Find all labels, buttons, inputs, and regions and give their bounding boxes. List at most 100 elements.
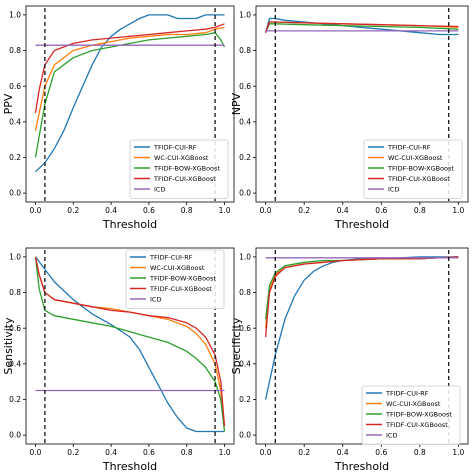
npv-y-tick-label: 1.0 <box>239 11 251 20</box>
ppv-x-tick-label: 1.0 <box>219 206 231 215</box>
ppv-y-tick-label: 0.6 <box>9 82 21 91</box>
sensitivity-y-tick-label: 0.4 <box>9 359 21 368</box>
sensitivity-axes-frame <box>25 247 235 445</box>
sensitivity-legend-label: ICD <box>150 295 161 303</box>
sensitivity-x-tick-label: 0.4 <box>105 448 117 457</box>
specificity-legend-box <box>361 385 461 445</box>
ppv-series-line-tfidf-cui-rf <box>35 14 225 173</box>
ppv-y-axis-title: PPV <box>2 93 15 114</box>
specificity-y-axis-title: Specificity <box>230 317 243 374</box>
specificity-x-tick-label: 0.2 <box>298 448 310 457</box>
ppv-y-tick-label: 1.0 <box>9 11 21 20</box>
npv-legend-label: TFIDF-CUI-XGBoost <box>387 175 450 183</box>
npv-axes-frame <box>255 5 469 203</box>
ppv-y-tick-label: 0.8 <box>9 46 21 55</box>
specificity-y-tick-label: 1.0 <box>239 253 251 262</box>
specificity-x-tick-label: 0.0 <box>260 448 272 457</box>
sensitivity-series-line-tfidf-cui-xgboost <box>34 256 226 427</box>
sensitivity-series-line-tfidf-bow-xgboost <box>34 256 226 432</box>
specificity-legend-label: ICD <box>386 431 397 439</box>
npv-panel: 0.0 0.2 0.4 0.6 0.8 1.0 0.0 0.2 0.4 0.6 0.8 1.0 Thre… <box>230 5 469 231</box>
sensitivity-series-line-tfidf-cui-rf <box>34 256 225 433</box>
ppv-y-tick-label: 0.4 <box>9 117 21 126</box>
sensitivity-legend-box <box>125 249 225 309</box>
specificity-legend-label: WC-CUI-XGBoost <box>386 400 441 408</box>
sensitivity-x-tick-label: 0.2 <box>67 448 79 457</box>
ppv-series-line-tfidf-cui-xgboost <box>34 23 225 114</box>
npv-x-tick-label: 0.4 <box>337 206 349 215</box>
npv-legend: TFIDF-CUI-RF WC-CUI-XGBoost TFIDF-BOW-XGBo… <box>363 139 463 199</box>
npv-y-tick-label: 0.4 <box>239 117 251 126</box>
npv-legend-label: TFIDF-CUI-RF <box>387 143 431 151</box>
sensitivity-y-tick-label: 0.2 <box>9 395 21 404</box>
sensitivity-legend-label: WC-CUI-XGBoost <box>150 264 205 272</box>
sensitivity-y-tick-label: 0.0 <box>9 431 21 440</box>
ppv-axes-frame <box>25 5 235 203</box>
npv-series-line-tfidf-cui-xgboost <box>264 21 459 33</box>
specificity-y-tick-label: 0.4 <box>239 359 251 368</box>
ppv-y-tick-label: 0.2 <box>9 153 21 162</box>
ppv-x-tick-label: 0.6 <box>143 206 155 215</box>
npv-legend-label: ICD <box>388 185 399 193</box>
specificity-panel: 0.0 0.2 0.4 0.6 0.8 1.0 0.0 0.2 0.4 0.6 0.8 1.0 Thre… <box>230 247 469 473</box>
ppv-legend-box <box>129 139 229 199</box>
npv-y-tick-label: 0.2 <box>239 153 251 162</box>
sensitivity-legend-label: TFIDF-CUI-RF <box>149 253 193 261</box>
ppv-legend-label: TFIDF-CUI-RF <box>153 143 197 151</box>
specificity-y-tick-label: 0.6 <box>239 324 251 333</box>
specificity-x-tick-label: 0.4 <box>337 448 349 457</box>
specificity-legend-label: TFIDF-CUI-XGBoost <box>385 421 448 429</box>
ppv-series-line-wc-cui-xgboost <box>34 26 225 131</box>
ppv-x-axis-title: Threshold <box>102 218 157 231</box>
ppv-legend-label: TFIDF-CUI-XGBoost <box>153 175 216 183</box>
ppv-x-tick-label: 0.8 <box>181 206 193 215</box>
ppv-panel: 0.0 0.2 0.4 0.6 0.8 1.0 0.0 0.2 0.4 0.6 0.8 1.0 Thre… <box>2 5 235 231</box>
npv-x-tick-label: 0.8 <box>414 206 426 215</box>
ppv-series-line-tfidf-bow-xgboost <box>34 32 226 158</box>
sensitivity-y-tick-label: 0.8 <box>9 288 21 297</box>
specificity-series-line-tfidf-cui-rf <box>264 256 459 400</box>
specificity-x-axis-title: Threshold <box>334 460 389 473</box>
npv-y-tick-label: 0.0 <box>239 189 251 198</box>
sensitivity-legend-label: TFIDF-BOW-XGBoost <box>149 274 216 282</box>
specificity-series-line-tfidf-cui-xgboost <box>264 256 459 338</box>
npv-legend-label: WC-CUI-XGBoost <box>388 154 443 162</box>
sensitivity-y-tick-label: 0.6 <box>9 324 21 333</box>
sensitivity-x-axis-title: Threshold <box>102 460 157 473</box>
specificity-y-tick-label: 0.8 <box>239 288 251 297</box>
npv-y-tick-label: 0.8 <box>239 46 251 55</box>
sensitivity-legend-label: TFIDF-CUI-XGBoost <box>149 285 212 293</box>
ppv-legend-label: WC-CUI-XGBoost <box>154 154 209 162</box>
npv-legend-label: TFIDF-BOW-XGBoost <box>387 164 454 172</box>
ppv-legend-label: ICD <box>154 185 165 193</box>
sensitivity-y-axis-title: Sensitivity <box>2 317 15 375</box>
sensitivity-legend: TFIDF-CUI-RF WC-CUI-XGBoost TFIDF-BOW-XGBo… <box>125 249 225 309</box>
npv-x-tick-label: 0.2 <box>298 206 310 215</box>
specificity-x-tick-label: 0.8 <box>414 448 426 457</box>
npv-legend-box <box>363 139 463 199</box>
sensitivity-plot-area <box>34 250 226 444</box>
specificity-y-tick-label: 0.0 <box>239 431 251 440</box>
specificity-y-tick-label: 0.2 <box>239 395 251 404</box>
sensitivity-x-tick-label: 1.0 <box>219 448 231 457</box>
specificity-series-line-wc-cui-xgboost <box>264 256 459 329</box>
sensitivity-x-tick-label: 0.8 <box>181 448 193 457</box>
specificity-x-tick-label: 1.0 <box>452 448 464 457</box>
npv-y-tick-label: 0.6 <box>239 82 251 91</box>
specificity-x-tick-label: 0.6 <box>375 448 387 457</box>
ppv-legend-label: TFIDF-BOW-XGBoost <box>153 164 220 172</box>
specificity-legend-label: TFIDF-CUI-RF <box>385 389 429 397</box>
ppv-x-tick-label: 0.4 <box>105 206 117 215</box>
npv-x-tick-label: 1.0 <box>452 206 464 215</box>
ppv-x-tick-label: 0.2 <box>67 206 79 215</box>
specificity-legend: TFIDF-CUI-RF WC-CUI-XGBoost TFIDF-BOW-XGBo… <box>361 385 461 445</box>
ppv-legend: TFIDF-CUI-RF WC-CUI-XGBoost TFIDF-BOW-XGBo… <box>129 139 229 199</box>
npv-y-axis-title: NPV <box>230 92 243 115</box>
sensitivity-y-tick-label: 1.0 <box>9 253 21 262</box>
npv-series-line-tfidf-bow-xgboost <box>265 23 459 33</box>
ppv-x-tick-label: 0.0 <box>29 206 41 215</box>
sensitivity-x-tick-label: 0.6 <box>143 448 155 457</box>
npv-x-tick-label: 0.6 <box>375 206 387 215</box>
specificity-legend-label: TFIDF-BOW-XGBoost <box>385 410 452 418</box>
